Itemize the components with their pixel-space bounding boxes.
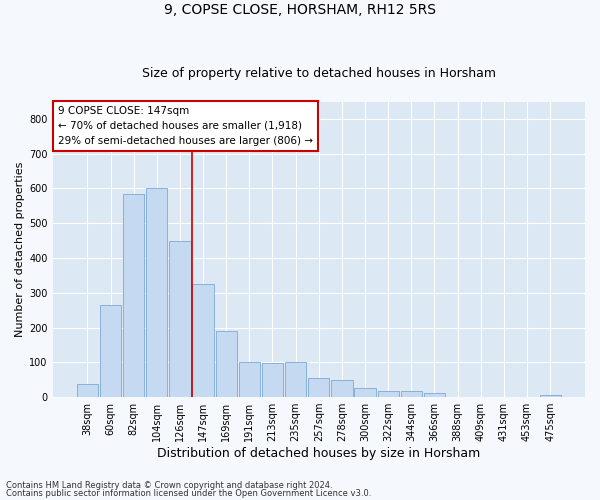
Text: 9, COPSE CLOSE, HORSHAM, RH12 5RS: 9, COPSE CLOSE, HORSHAM, RH12 5RS (164, 2, 436, 16)
Bar (215, 331, 237, 397)
Text: Contains public sector information licensed under the Open Government Licence v3: Contains public sector information licen… (6, 488, 371, 498)
Bar (285, 362, 306, 397)
Bar (77, 384, 98, 397)
Text: 9 COPSE CLOSE: 147sqm
← 70% of detached houses are smaller (1,918)
29% of semi-d: 9 COPSE CLOSE: 147sqm ← 70% of detached … (58, 106, 313, 146)
X-axis label: Distribution of detached houses by size in Horsham: Distribution of detached houses by size … (157, 447, 481, 460)
Bar (424, 393, 445, 397)
Bar (377, 391, 399, 397)
Bar (355, 388, 376, 397)
Bar (308, 378, 329, 397)
Y-axis label: Number of detached properties: Number of detached properties (15, 162, 25, 337)
Bar (401, 391, 422, 397)
Bar (331, 380, 353, 397)
Bar (146, 188, 167, 397)
Bar (239, 362, 260, 397)
Bar (539, 396, 561, 397)
Bar (193, 284, 214, 397)
Bar (262, 363, 283, 397)
Bar (123, 194, 144, 397)
Text: Contains HM Land Registry data © Crown copyright and database right 2024.: Contains HM Land Registry data © Crown c… (6, 481, 332, 490)
Title: Size of property relative to detached houses in Horsham: Size of property relative to detached ho… (142, 66, 496, 80)
Bar (169, 240, 191, 397)
Bar (100, 305, 121, 397)
